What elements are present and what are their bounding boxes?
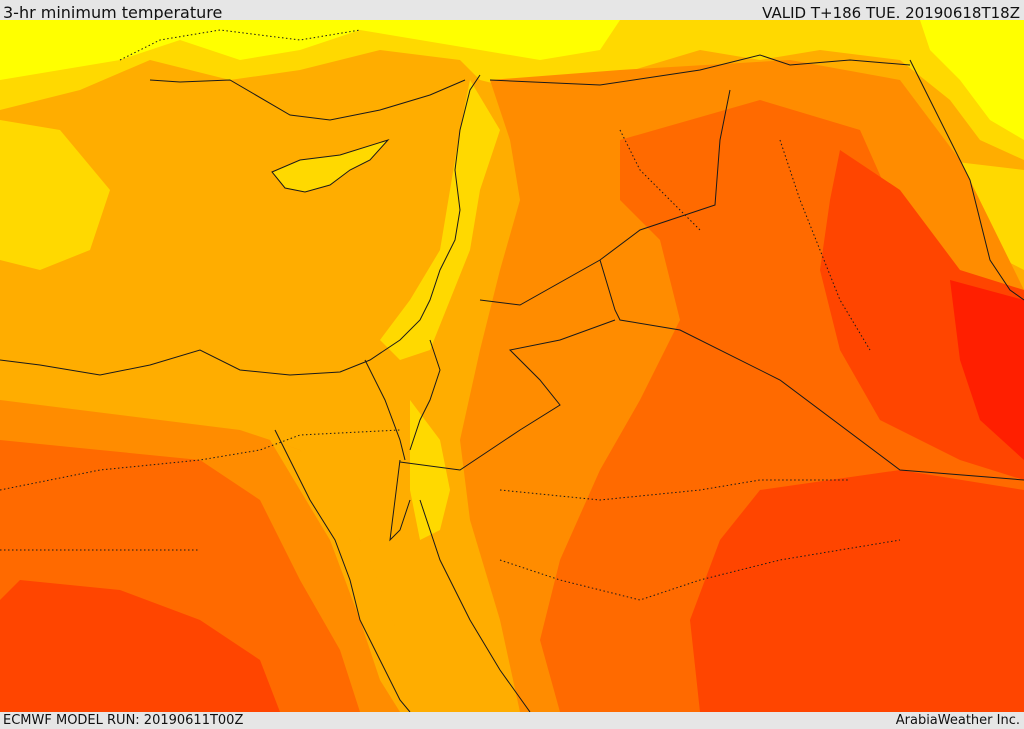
map-title: 3-hr minimum temperature xyxy=(3,3,223,22)
gulf-of-aqaba-coast xyxy=(389,459,411,542)
iraq-saudi-border xyxy=(599,259,1024,481)
map-canvas xyxy=(0,20,1024,712)
turkey-south-coast xyxy=(149,79,466,121)
zone-pale-yellow-north xyxy=(0,20,620,80)
zone-light-red-sea xyxy=(270,440,430,712)
zone-pale-yellow-ne xyxy=(920,20,1024,140)
syria-iraq-border xyxy=(479,89,731,306)
turkey-syria-border xyxy=(489,54,911,86)
cyprus-island xyxy=(271,138,390,193)
temperature-map xyxy=(0,20,1024,712)
syria-internal-border xyxy=(619,129,701,231)
zone-yellow-levant xyxy=(380,80,500,360)
zone-yellow-west-sea xyxy=(0,120,110,270)
credit-label: ArabiaWeather Inc. xyxy=(895,713,1020,728)
egypt-internal-border xyxy=(0,429,401,491)
footer-bar: ECMWF MODEL RUN: 20190611T00Z ArabiaWeat… xyxy=(0,712,1024,729)
zone-red-orange-saudi xyxy=(690,470,1024,712)
valid-time-label: VALID T+186 TUE. 20190618T18Z xyxy=(762,4,1020,22)
saudi-internal-border-a xyxy=(499,479,850,501)
zone-yellow-jordan-valley xyxy=(410,400,450,540)
zone-red-orange-sw xyxy=(0,580,280,712)
dead-sea-coast xyxy=(409,339,441,451)
saudi-internal-border-b xyxy=(499,539,901,601)
zagros-coastline xyxy=(909,59,1024,301)
model-run-label: ECMWF MODEL RUN: 20190611T00Z xyxy=(3,713,244,728)
jordan-saudi-border xyxy=(399,319,616,471)
header-bar: 3-hr minimum temperature VALID T+186 TUE… xyxy=(0,0,1024,22)
egypt-israel-border xyxy=(364,359,406,461)
iraq-internal-border xyxy=(779,139,871,351)
zone-red-core xyxy=(950,280,1024,460)
arabian-red-sea-coast xyxy=(419,499,531,712)
mediterranean-coastline xyxy=(0,74,481,376)
gulf-of-suez-coast xyxy=(274,429,411,712)
